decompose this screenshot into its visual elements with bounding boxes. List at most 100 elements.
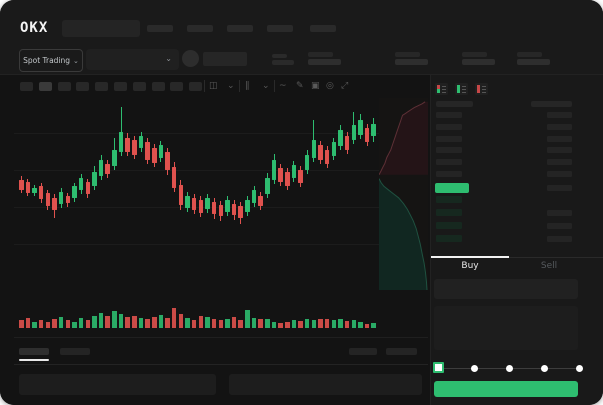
volume-bar <box>112 311 117 328</box>
orderbook-ask-row[interactable] <box>434 147 578 157</box>
candle <box>298 170 303 183</box>
ticker-stat-value <box>308 59 341 65</box>
gridline <box>14 133 428 134</box>
candle <box>165 152 170 170</box>
slider-stop[interactable] <box>541 364 548 372</box>
balance-placeholder[interactable] <box>203 52 247 66</box>
ask-amount-placeholder <box>547 136 572 142</box>
volume-bar <box>178 314 184 328</box>
orderbook-ask-row[interactable] <box>434 171 578 181</box>
bottom-panel-box[interactable] <box>19 374 216 395</box>
candle <box>85 182 90 194</box>
candle <box>245 200 250 212</box>
bottom-tab-active[interactable] <box>19 348 49 355</box>
indicators-icon[interactable]: ∥ <box>245 81 250 91</box>
gridline <box>14 170 428 171</box>
draw-tool-icon[interactable]: ✎ <box>296 81 304 91</box>
nav-item-placeholder[interactable] <box>147 25 173 32</box>
order-amount-field[interactable] <box>434 306 578 350</box>
market-type-selector[interactable]: Spot Trading ⌄ <box>19 49 83 72</box>
bottom-tab[interactable] <box>60 348 90 355</box>
coin-avatar[interactable] <box>182 50 199 67</box>
timeframe-button[interactable] <box>189 82 203 91</box>
candle <box>265 178 270 194</box>
volume-bar <box>364 324 370 328</box>
bottom-toolbar-placeholder[interactable] <box>349 348 377 355</box>
orderbook-bid-row[interactable] <box>434 222 578 233</box>
orderbook-ask-row[interactable] <box>434 112 578 122</box>
timeframe-button[interactable] <box>114 82 127 91</box>
orderbook-ask-row[interactable] <box>434 159 578 169</box>
nav-item-placeholder[interactable] <box>310 25 336 32</box>
stat-label-placeholder <box>272 54 287 58</box>
volume-bar <box>58 317 64 328</box>
nav-item-placeholder[interactable] <box>187 25 213 32</box>
orderbook-ask-row[interactable] <box>434 124 578 134</box>
candle-wick <box>120 107 122 156</box>
candle <box>138 136 144 148</box>
slider-stop[interactable] <box>506 364 513 372</box>
candle-style-icon[interactable]: ◫ <box>209 81 218 91</box>
volume-bar <box>331 320 337 328</box>
last-price-highlight <box>435 183 469 193</box>
fullscreen-icon[interactable]: ⤢ <box>341 81 349 91</box>
timeframe-button[interactable] <box>95 82 109 91</box>
timeframe-button[interactable] <box>151 82 165 91</box>
nav-item-placeholder[interactable] <box>267 25 293 32</box>
sell-tab[interactable]: Sell <box>540 261 558 271</box>
volume-bar <box>358 322 363 328</box>
volume-bar <box>19 320 24 328</box>
buy-tab-active-indicator <box>431 256 509 258</box>
candle <box>285 172 290 186</box>
timeframe-button[interactable] <box>132 82 146 91</box>
bottom-panel-box[interactable] <box>229 374 422 395</box>
buy-tab[interactable]: Buy <box>461 261 479 271</box>
bottom-tab-active-underline <box>19 359 49 361</box>
indicators-chevron-icon[interactable]: ⌄ <box>262 81 270 91</box>
search-input[interactable] <box>62 20 140 37</box>
slider-handle[interactable] <box>433 362 444 373</box>
toolbar-divider <box>274 80 275 92</box>
ticker-stat-value <box>517 59 550 65</box>
nav-item-placeholder[interactable] <box>227 25 253 32</box>
volume-bar <box>158 315 164 328</box>
orderbook-view-asks-icon[interactable] <box>475 83 488 95</box>
orderbook-view-bids-icon[interactable] <box>455 83 468 95</box>
okx-logo[interactable]: OKX <box>20 20 49 36</box>
orderbook-bid-row[interactable] <box>434 209 578 220</box>
orderbook-last-price-row[interactable] <box>434 183 578 194</box>
depth-bids-area <box>379 178 427 290</box>
overlay-wave-icon[interactable]: ~ <box>279 81 287 91</box>
volume-bar <box>38 320 44 328</box>
orderbook-view-both-icon[interactable] <box>435 83 448 95</box>
volume-bar <box>125 317 130 328</box>
slider-stop[interactable] <box>471 364 478 372</box>
bottom-toolbar-placeholder[interactable] <box>386 348 417 355</box>
order-price-field[interactable] <box>434 279 578 299</box>
volume-bar <box>145 319 150 328</box>
candle <box>78 178 84 190</box>
chevron-down-icon: ⌄ <box>73 56 79 65</box>
depth-chart-svg <box>379 101 428 290</box>
timeframe-button[interactable] <box>38 82 52 91</box>
bid-amount-placeholder <box>547 223 572 229</box>
pair-selector-dropdown[interactable]: ⌄ <box>86 49 179 70</box>
screenshot-icon[interactable]: ▣ <box>311 81 320 91</box>
timeframe-button[interactable] <box>170 82 184 91</box>
orderbook-bid-row[interactable] <box>434 196 578 207</box>
timeframe-button[interactable] <box>76 82 90 91</box>
orderbook-ask-row[interactable] <box>434 136 578 146</box>
candle <box>218 205 223 216</box>
timeframe-button[interactable] <box>57 82 71 91</box>
candle <box>304 155 310 170</box>
timeframe-button[interactable] <box>20 82 33 91</box>
buy-submit-button[interactable] <box>434 381 578 397</box>
volume-bar <box>198 316 204 328</box>
candle-style-chevron-icon[interactable]: ⌄ <box>227 81 235 91</box>
slider-stop[interactable] <box>576 364 583 372</box>
candle <box>125 138 130 152</box>
chart-settings-icon[interactable]: ◎ <box>326 81 334 91</box>
orderbook-bid-row[interactable] <box>434 235 578 246</box>
volume-bar <box>265 319 270 328</box>
